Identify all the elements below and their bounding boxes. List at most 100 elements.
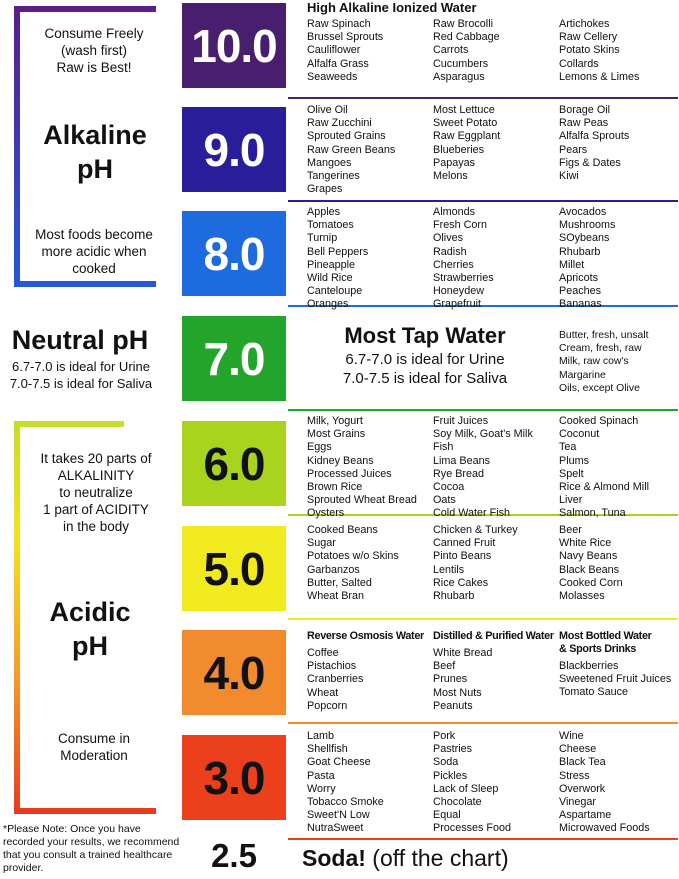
list-item: Oysters	[307, 507, 345, 520]
row3-col1: Lamb Shellfish Goat Cheese Pasta Worry Tobacc…	[307, 730, 384, 836]
list-item: Tomato Sauce	[559, 686, 629, 699]
list-item: Melons	[433, 170, 468, 183]
row3-col2: Pork Pastries Soda Pickles Lack of Sleep Choc…	[433, 730, 511, 836]
acidic-bottom-note: Consume in Moderation	[57, 731, 131, 763]
list-item: Fruit Juices	[433, 415, 489, 427]
list-item: Kiwi	[559, 170, 579, 183]
row10-header: High Alkaline Ionized Water	[307, 0, 477, 15]
row9-col3: Borage Oil Raw Peas Alfalfa Sprouts Pears Fi…	[559, 104, 629, 183]
list-item: Mushrooms	[559, 219, 616, 232]
ph-value-6: 6.0	[203, 437, 266, 490]
list-item: Seaweeds	[307, 70, 358, 83]
list-item: White Rice	[559, 537, 612, 550]
row8-col1: Apples Tomatoes Turnip Bell Peppers Pineappl…	[307, 206, 368, 312]
neutral-subtitle: 6.7-7.0 is ideal for Urine 7.0-7.5 is id…	[9, 359, 153, 391]
list-item: Rice Cakes	[433, 576, 489, 589]
list-item: White Bread	[433, 647, 493, 659]
list-item: Pasta	[307, 769, 335, 782]
row3-col3: Wine Cheese Black Tea Stress Overwork Vinegar…	[559, 730, 650, 836]
row5-col2: Chicken & Turkey Canned Fruit Pinto Beans L…	[433, 524, 518, 603]
list-item: Butter, fresh, unsalt	[559, 330, 649, 341]
alkaline-bracket-bottom	[14, 281, 156, 287]
ph-box-6: 6.0	[182, 421, 286, 506]
ph-box-5: 5.0	[182, 526, 286, 611]
row10-col3: Artichokes Raw Cellery Potato Skins Collard…	[559, 18, 639, 84]
list-item: Eggs	[307, 441, 332, 454]
list-item: Artichokes	[559, 18, 610, 30]
row9-col1: Olive Oil Raw Zucchini Sprouted Grains Raw …	[307, 104, 395, 196]
list-item: Olive Oil	[307, 104, 348, 116]
list-item: Wine	[559, 730, 584, 742]
list-item: Butter, Salted	[307, 576, 372, 589]
divider-10-9	[288, 97, 678, 99]
row8-col2: Almonds Fresh Corn Olives Radish Cherries Str…	[433, 206, 494, 312]
ph-box-3: 3.0	[182, 735, 286, 820]
list-item: Cauliflower	[307, 44, 361, 57]
list-item: Sprouted Grains	[307, 130, 386, 143]
list-item: Beer	[559, 524, 582, 536]
list-item: Cooked Corn	[559, 576, 623, 589]
list-item: Black Beans	[559, 563, 620, 576]
list-item: NutraSweet	[307, 822, 364, 835]
acidic-title: Acidic pH	[49, 597, 131, 661]
ph-value-2-5: 2.5	[211, 837, 257, 874]
list-item: Salmon, Tuna	[559, 507, 626, 520]
list-item: Pineapple	[307, 258, 356, 271]
row10-col2: Raw Brocolli Red Cabbage Carrots Cucumbers A…	[433, 18, 500, 84]
list-item: Raw Cellery	[559, 31, 618, 44]
list-item: Processes Food	[433, 822, 512, 835]
row7-col3: Butter, fresh, unsalt Cream, fresh, raw Mi…	[559, 329, 649, 395]
list-item: Coffee	[307, 647, 339, 659]
row10-col1: Raw Spinach Brussel Sprouts Cauliflower Alf…	[307, 18, 383, 84]
list-item: Cooked Beans	[307, 524, 378, 536]
list-item: Pastries	[433, 743, 473, 756]
list-item: Chocolate	[433, 796, 482, 809]
list-item: Black Tea	[559, 756, 606, 769]
list-item: Radish	[433, 245, 467, 258]
list-item: Tomatoes	[307, 219, 354, 232]
row6-col3: Cooked Spinach Coconut Tea Plums Spelt Rice &…	[559, 415, 649, 521]
list-item: Prunes	[433, 673, 468, 686]
list-item: Potato Skins	[559, 44, 620, 57]
list-item: Most Lettuce	[433, 104, 495, 116]
list-item: Overwork	[559, 782, 606, 795]
list-item: Collards	[559, 57, 599, 70]
list-item: Lemons & Limes	[559, 70, 640, 83]
divider-8-7	[288, 305, 678, 307]
acidic-bracket-bottom	[14, 808, 156, 814]
ph-value-4: 4.0	[203, 646, 266, 699]
list-item: Brown Rice	[307, 481, 363, 494]
list-item: Milk, Yogurt	[307, 415, 363, 427]
row4-header-3b: & Sports Drinks	[559, 643, 637, 655]
divider-5-4	[288, 618, 678, 620]
list-item: Cooked Spinach	[559, 415, 639, 427]
list-item: Cocoa	[433, 481, 465, 494]
list-item: Lima Beans	[433, 454, 491, 467]
row5-col1: Cooked Beans Sugar Potatoes w/o Skins Garba…	[307, 524, 399, 603]
list-item: Alfalfa Grass	[307, 57, 369, 70]
list-item: Brussel Sprouts	[307, 31, 384, 44]
list-item: Millet	[559, 258, 585, 271]
acidic-top-note: It takes 20 parts of ALKALINITY to neutr…	[40, 451, 152, 534]
divider-4-3	[288, 722, 678, 724]
list-item: Spelt	[559, 467, 584, 480]
alkaline-bracket	[14, 6, 20, 286]
list-item: Papayas	[433, 156, 476, 169]
neutral-title: Neutral pH	[11, 325, 149, 355]
list-item: Peaches	[559, 285, 602, 298]
list-item: Avocados	[559, 206, 607, 218]
alkaline-bracket-top	[14, 6, 156, 12]
list-item: Oils, except Olive	[559, 382, 640, 394]
list-item: Blueberies	[433, 143, 485, 156]
row4-col2: White Bread Beef Prunes Most Nuts Peanuts	[433, 647, 492, 713]
list-item: Potatoes w/o Skins	[307, 550, 399, 563]
list-item: Pinto Beans	[433, 550, 492, 563]
list-item: Navy Beans	[559, 550, 618, 563]
list-item: Plums	[559, 454, 589, 467]
list-item: Peanuts	[433, 699, 473, 712]
list-item: Alfalfa Sprouts	[559, 130, 630, 143]
ph-box-10: 10.0	[182, 3, 286, 88]
list-item: Mangoes	[307, 156, 352, 169]
list-item: Grapes	[307, 183, 343, 196]
list-item: Kidney Beans	[307, 454, 374, 467]
